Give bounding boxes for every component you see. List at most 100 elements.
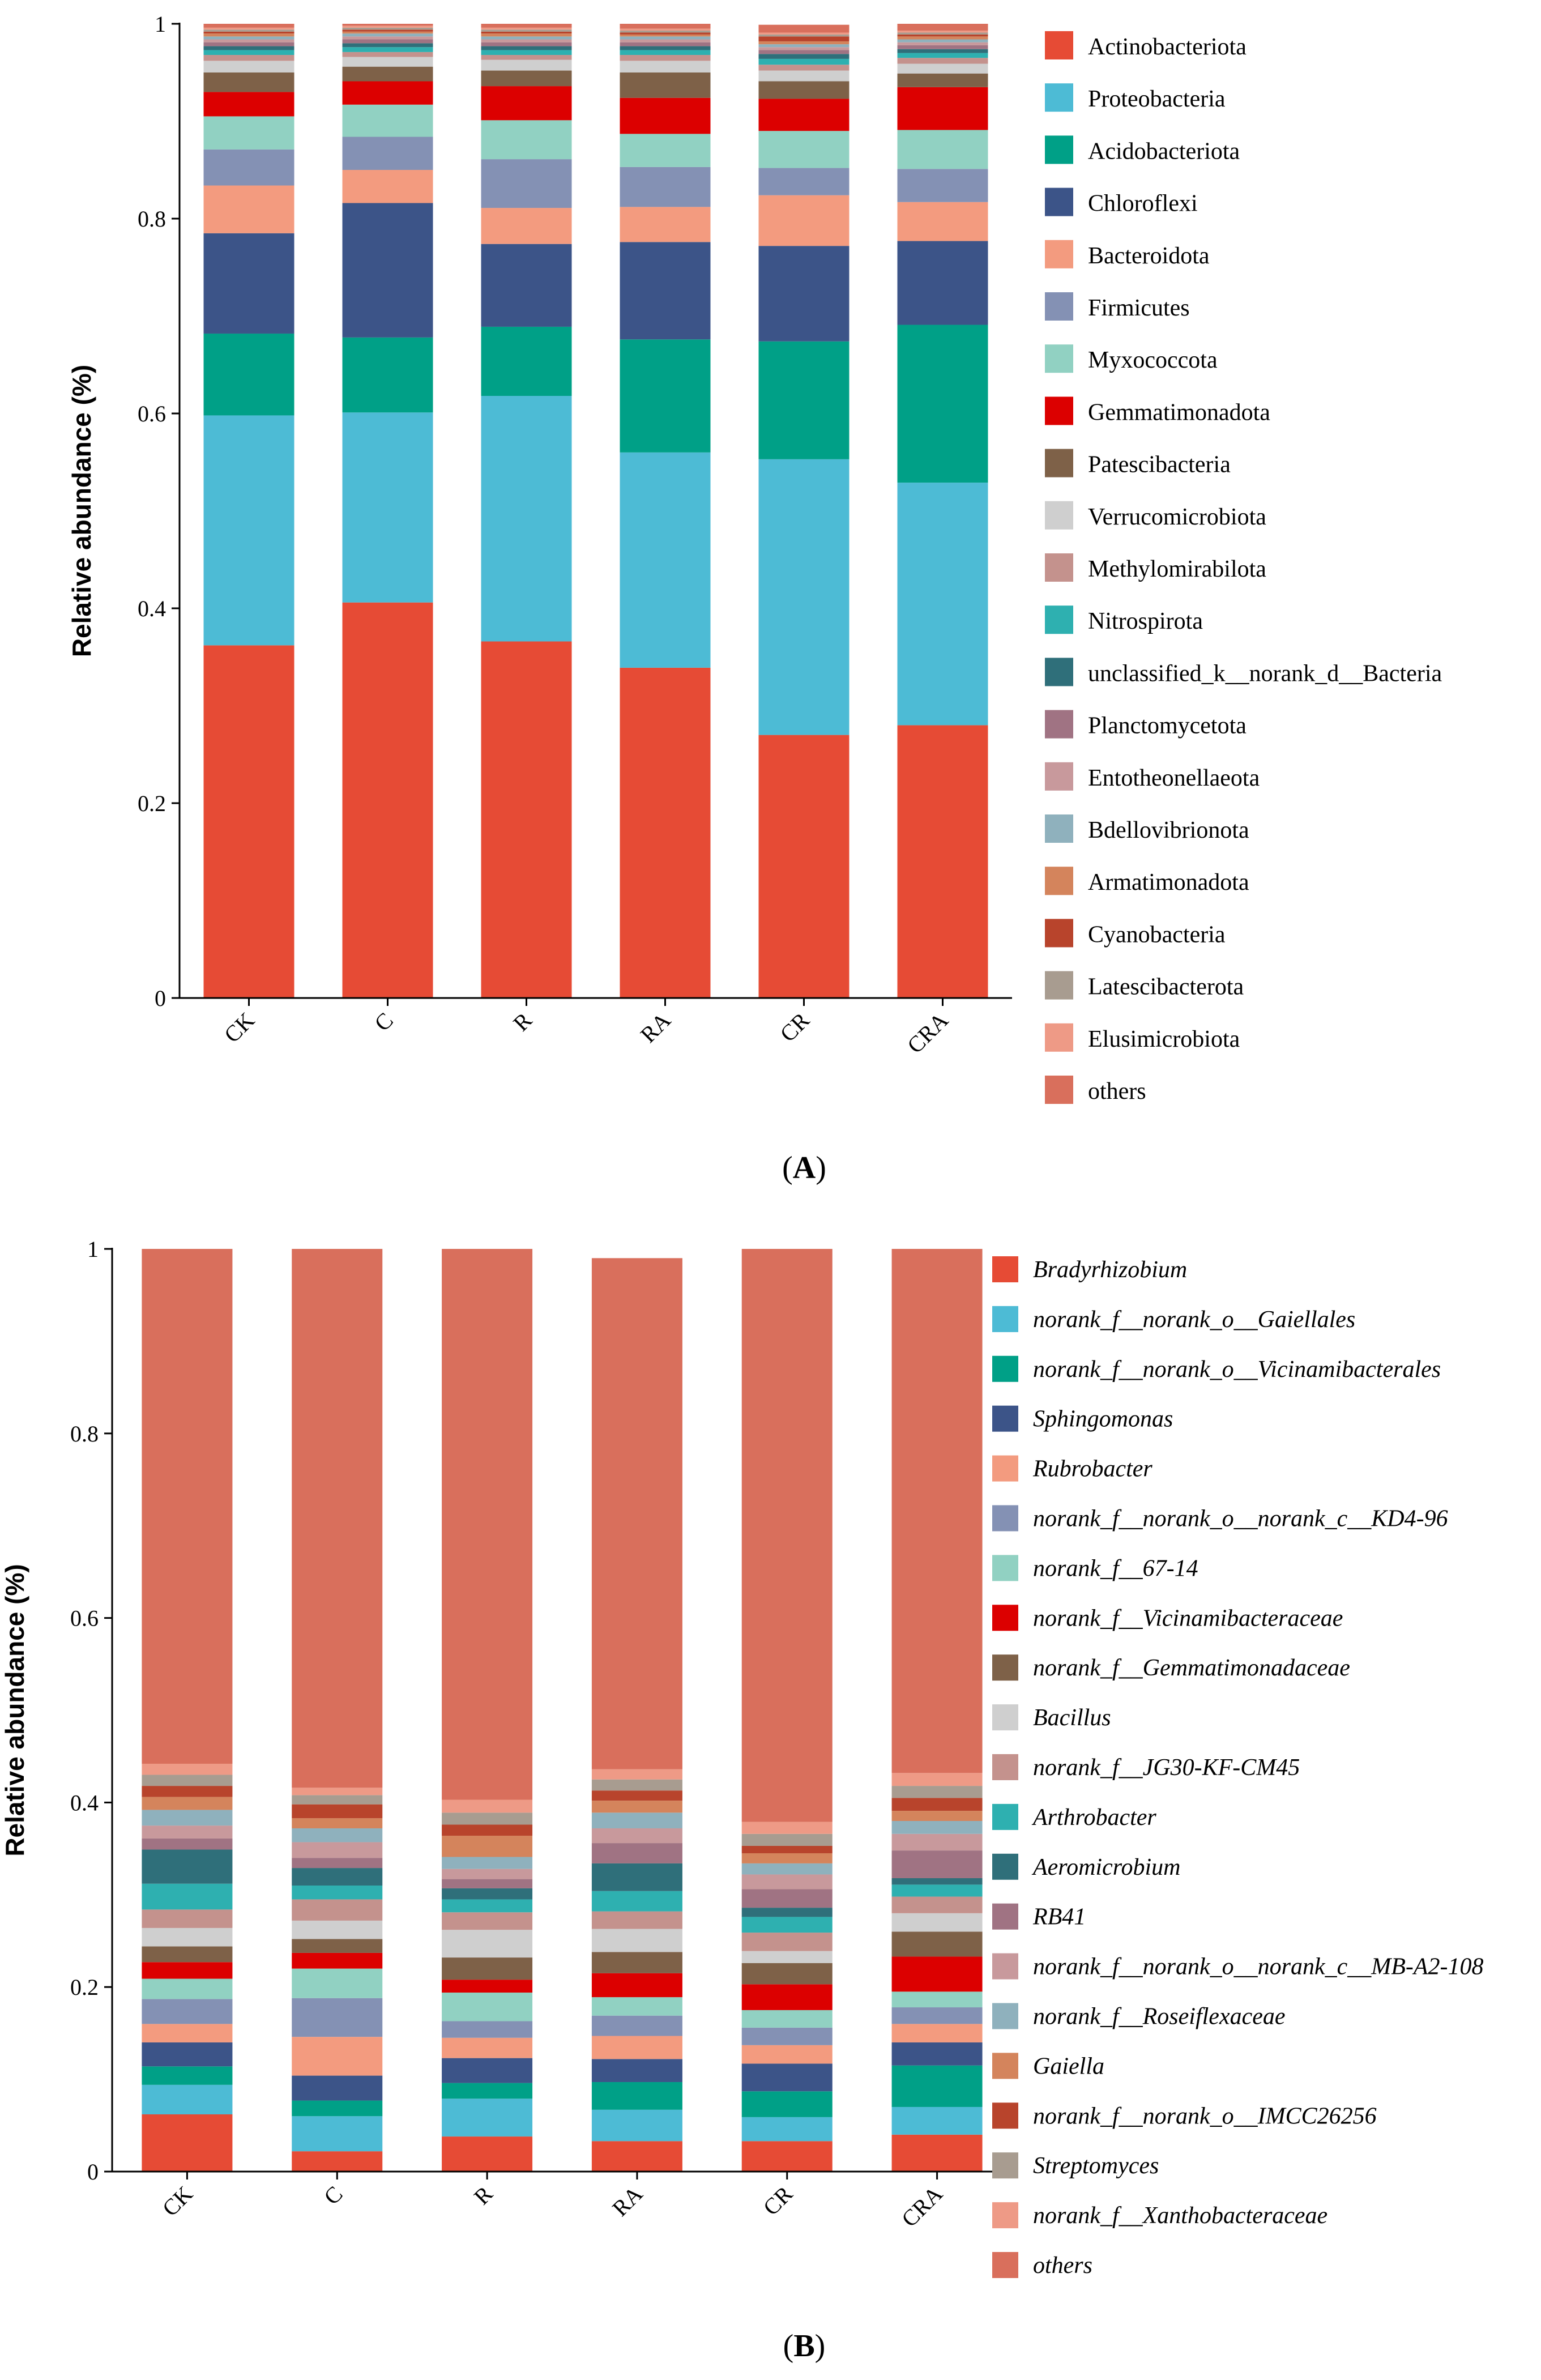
bar-segment-r-5 xyxy=(481,159,572,208)
bar-segment-cr-10 xyxy=(741,1933,833,1951)
bar-segment-ra-3 xyxy=(620,242,711,340)
bar-segment-r-1 xyxy=(481,396,572,642)
x-tick-label: CRA xyxy=(902,1007,953,1058)
legend-label: Bacillus xyxy=(1033,1705,1111,1731)
bar-segment-ck-8 xyxy=(142,1946,233,1963)
bar-segment-ck-19 xyxy=(142,1763,233,1775)
bar-segment-cra-10 xyxy=(897,58,988,64)
bar-segment-ra-8 xyxy=(591,1952,682,1973)
bar-segment-ra-16 xyxy=(620,34,711,37)
bar-segment-c-6 xyxy=(342,104,433,137)
bar-segment-ra-20 xyxy=(591,1258,682,1769)
bar-segment-cra-18 xyxy=(897,32,988,35)
bar-segment-c-15 xyxy=(292,1828,383,1842)
bar-segment-c-9 xyxy=(342,57,433,67)
legend-label: Methylomirabilota xyxy=(1088,556,1266,582)
legend-swatch xyxy=(992,2102,1018,2129)
bar-segment-ra-1 xyxy=(620,452,711,668)
bar-segment-cra-9 xyxy=(891,1913,983,1932)
bar-segment-ra-14 xyxy=(620,39,711,42)
bar-segment-c-16 xyxy=(342,31,433,34)
bar-segment-ra-3 xyxy=(591,2059,682,2082)
bar-segment-c-19 xyxy=(292,1788,383,1795)
bar-segment-r-16 xyxy=(481,33,572,37)
legend-swatch xyxy=(992,1605,1018,1631)
legend-label: Myxococcota xyxy=(1088,347,1218,373)
bar-segment-ck-1 xyxy=(203,415,294,646)
bar-segment-ra-6 xyxy=(591,1997,682,2016)
bar-segment-ra-13 xyxy=(591,1843,682,1863)
bar-segment-cra-7 xyxy=(897,87,988,130)
legend-label: norank_f__Roseiflexaceae xyxy=(1033,2004,1286,2030)
bar-segment-cr-11 xyxy=(741,1917,833,1933)
legend-swatch xyxy=(992,1306,1018,1332)
legend-label: Sphingomonas xyxy=(1033,1406,1173,1432)
bar-segment-cr-14 xyxy=(758,47,850,50)
bar-segment-ra-12 xyxy=(591,1863,682,1891)
bar-segment-cr-12 xyxy=(741,1908,833,1917)
bar-segment-ck-18 xyxy=(142,1775,233,1786)
legend-label: Actinobacteriota xyxy=(1088,34,1247,60)
legend-swatch xyxy=(1045,553,1073,582)
bar-segment-cr-0 xyxy=(758,735,850,998)
bar-segment-cra-18 xyxy=(891,1786,983,1798)
bar-segment-cra-15 xyxy=(891,1820,983,1834)
bar-segment-cra-11 xyxy=(891,1884,983,1897)
bar-segment-ra-6 xyxy=(620,134,711,167)
y-tick-label: 1 xyxy=(87,1236,99,1262)
legend-swatch xyxy=(992,1853,1018,1880)
bar-segment-r-7 xyxy=(481,86,572,121)
bar-segment-ra-10 xyxy=(591,1911,682,1929)
bar-segment-cr-12 xyxy=(758,54,850,59)
legend-swatch xyxy=(1045,31,1073,59)
bar-segment-c-6 xyxy=(292,1968,383,1998)
panel-label: (A) xyxy=(782,1150,826,1185)
legend-swatch xyxy=(992,2053,1018,2079)
bar-segment-cra-12 xyxy=(897,49,988,53)
bar-segment-r-11 xyxy=(481,50,572,56)
bar-segment-ra-13 xyxy=(620,42,711,46)
bar-segment-cra-17 xyxy=(897,34,988,37)
y-tick-label: 0.6 xyxy=(70,1606,99,1631)
legend-label: Latescibacterota xyxy=(1088,974,1244,1000)
legend-label: Arthrobacter xyxy=(1031,1805,1156,1831)
bar-segment-ra-5 xyxy=(620,167,711,207)
bar-segment-r-16 xyxy=(442,1836,533,1857)
bar-segment-c-11 xyxy=(342,47,433,52)
legend-label: Gaiella xyxy=(1033,2053,1104,2079)
legend-swatch xyxy=(1045,971,1073,1000)
bar-segment-ra-5 xyxy=(591,2015,682,2036)
bar-segment-cr-19 xyxy=(741,1822,833,1834)
bar-segment-cra-2 xyxy=(891,2065,983,2107)
bar-segment-ra-15 xyxy=(591,1812,682,1829)
bar-segment-ra-17 xyxy=(591,1790,682,1801)
bar-segment-ck-16 xyxy=(203,33,294,37)
bar-segment-r-19 xyxy=(481,27,572,30)
legend-label: Bacteroidota xyxy=(1088,243,1210,269)
bar-segment-r-6 xyxy=(442,1992,533,2021)
bar-segment-cra-8 xyxy=(897,73,988,87)
bar-segment-ck-11 xyxy=(203,50,294,56)
bar-segment-ck-17 xyxy=(203,31,294,34)
bar-segment-c-4 xyxy=(292,2037,383,2076)
bar-segment-r-13 xyxy=(481,42,572,46)
bar-segment-cra-9 xyxy=(897,63,988,74)
legend-label: norank_f__67-14 xyxy=(1033,1555,1198,1581)
bar-segment-ra-1 xyxy=(591,2109,682,2142)
legend-swatch xyxy=(1045,135,1073,164)
bar-segment-ck-3 xyxy=(142,2042,233,2067)
bar-segment-cr-18 xyxy=(741,1833,833,1846)
bar-segment-r-2 xyxy=(481,326,572,396)
bar-segment-ck-4 xyxy=(142,2024,233,2042)
y-tick-label: 0.8 xyxy=(70,1421,99,1447)
bar-segment-c-18 xyxy=(292,1795,383,1805)
bar-segment-cra-19 xyxy=(891,1773,983,1786)
bar-segment-cr-9 xyxy=(758,70,850,82)
bar-segment-r-5 xyxy=(442,2021,533,2038)
bar-segment-ck-15 xyxy=(142,1810,233,1826)
bar-segment-ra-19 xyxy=(591,1769,682,1780)
legend-label: others xyxy=(1088,1078,1146,1104)
x-tick-label: CR xyxy=(758,2181,798,2220)
bar-segment-c-17 xyxy=(292,1804,383,1819)
